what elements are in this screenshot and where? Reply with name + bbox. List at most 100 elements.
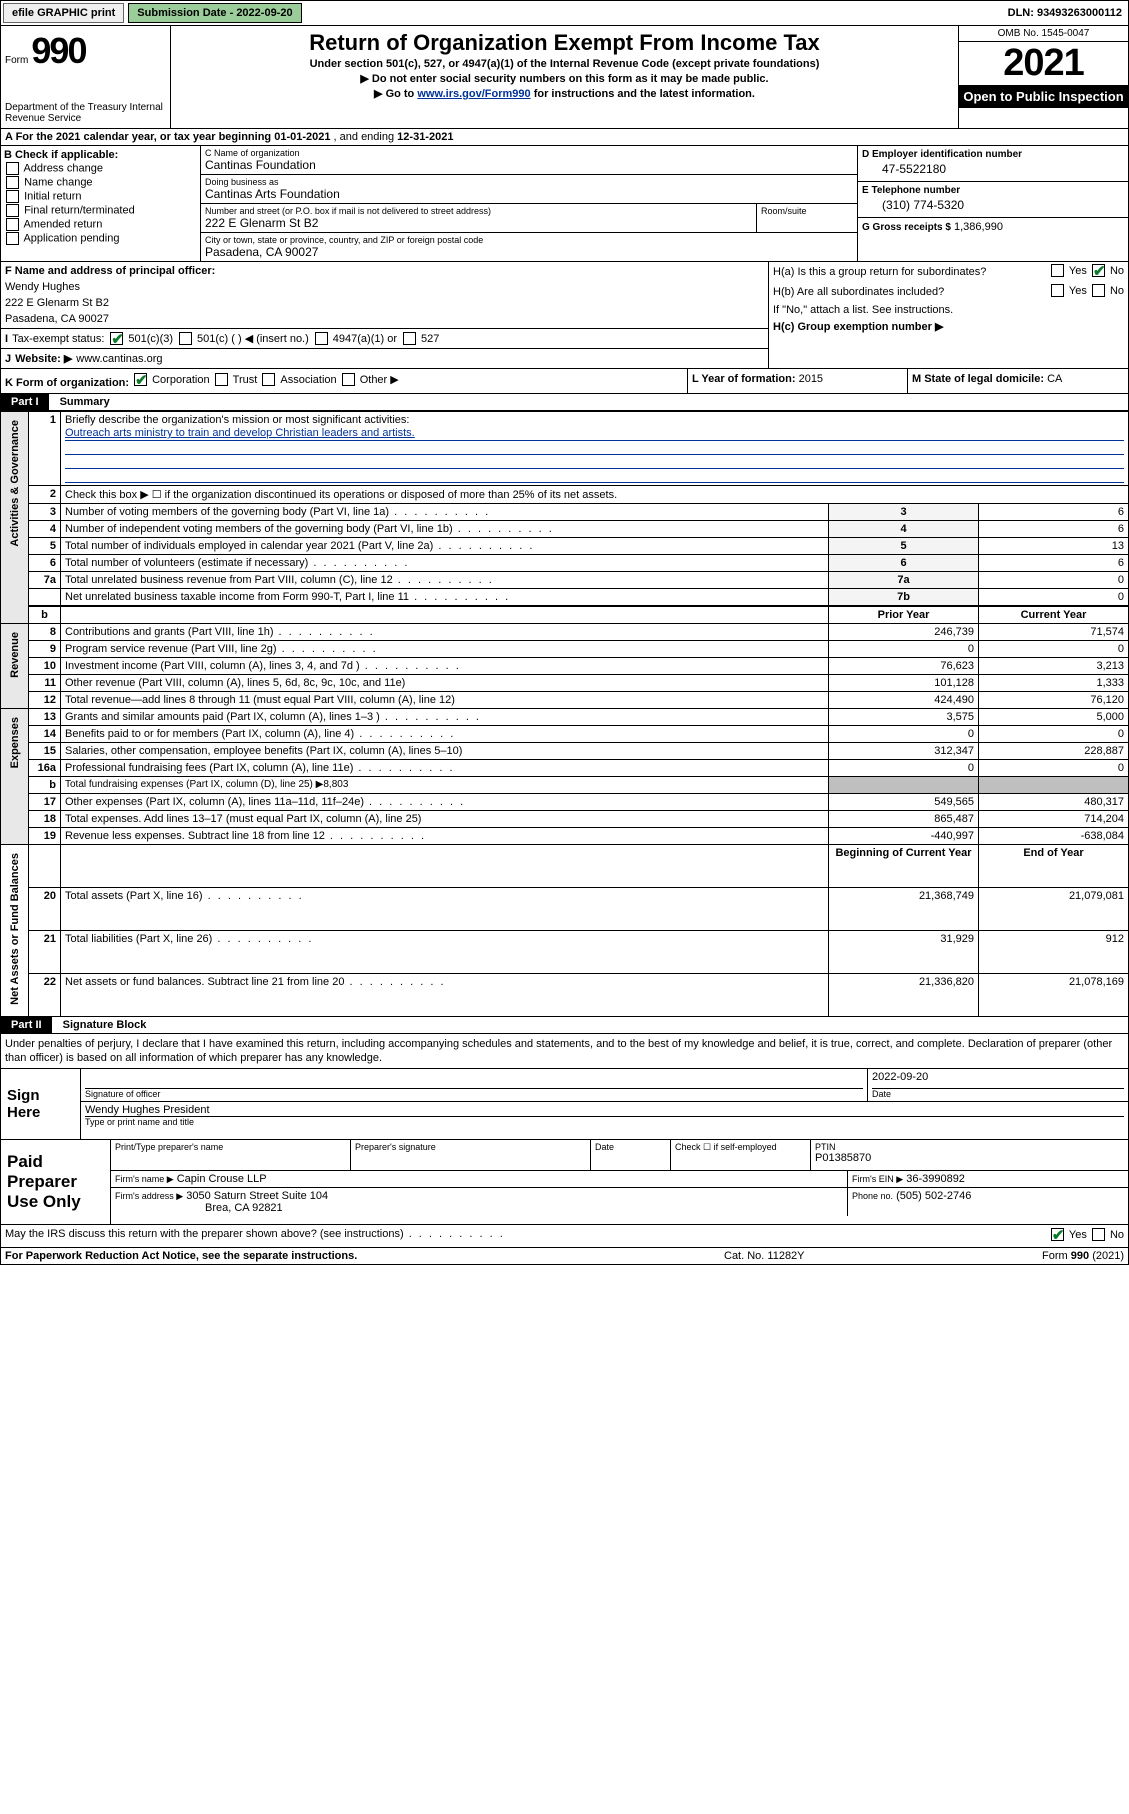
gross-receipts-label: G Gross receipts $	[862, 222, 951, 233]
net-row-desc: Total assets (Part X, line 16)	[61, 887, 829, 930]
chk-association[interactable]: Association	[260, 373, 336, 386]
firm-addr2: Brea, CA 92821	[205, 1202, 283, 1214]
room-label: Room/suite	[761, 206, 853, 216]
chk-initial-return[interactable]: Initial return	[4, 190, 197, 203]
firm-name-lbl: Firm's name ▶	[115, 1174, 174, 1184]
chk-corporation[interactable]: Corporation	[132, 373, 209, 386]
penalties-text: Under penalties of perjury, I declare th…	[1, 1034, 1128, 1069]
rev-prior: 246,739	[829, 624, 979, 641]
l-label: L Year of formation:	[692, 373, 796, 385]
tax-exempt-label: Tax-exempt status:	[12, 333, 104, 345]
city-value: Pasadena, CA 90027	[205, 245, 853, 259]
gov-row-val: 0	[979, 572, 1129, 589]
line-a-begin: 01-01-2021	[274, 131, 330, 143]
hdr-begin: Beginning of Current Year	[829, 845, 979, 888]
exp-row-desc: Professional fundraising fees (Part IX, …	[61, 760, 829, 777]
website-value: www.cantinas.org	[76, 353, 162, 365]
exp-row-desc: Grants and similar amounts paid (Part IX…	[61, 709, 829, 726]
prep-check-hdr: Check ☐ if self-employed	[675, 1142, 806, 1153]
sig-date-label: Date	[872, 1089, 1124, 1099]
gross-receipts-value: 1,386,990	[954, 221, 1003, 233]
discuss-yes[interactable]: Yes	[1049, 1228, 1087, 1241]
h-a-yes[interactable]: Yes	[1049, 264, 1087, 277]
officer-addr1: 222 E Glenarm St B2	[5, 297, 109, 309]
mission-blank-1	[65, 441, 1124, 455]
chk-final-return[interactable]: Final return/terminated	[4, 204, 197, 217]
irs-link[interactable]: www.irs.gov/Form990	[417, 88, 530, 100]
hdr-end: End of Year	[979, 845, 1129, 888]
phone-label: E Telephone number	[862, 185, 1124, 196]
org-name: Cantinas Foundation	[205, 158, 853, 172]
rev-row-desc: Investment income (Part VIII, column (A)…	[61, 658, 829, 675]
efile-print-button[interactable]: efile GRAPHIC print	[3, 3, 124, 23]
chk-527[interactable]: 527	[401, 332, 439, 345]
rev-row-desc: Other revenue (Part VIII, column (A), li…	[61, 675, 829, 692]
m-label: M State of legal domicile:	[912, 373, 1044, 385]
chk-address-change[interactable]: Address change	[4, 162, 197, 175]
firm-addr-lbl: Firm's address ▶	[115, 1191, 183, 1201]
row-klm: K Form of organization: Corporation Trus…	[0, 369, 1129, 394]
firm-name: Capin Crouse LLP	[177, 1173, 267, 1185]
website-label: Website: ▶	[15, 352, 72, 365]
exp-row-desc: Total fundraising expenses (Part IX, col…	[61, 777, 829, 794]
chk-trust[interactable]: Trust	[213, 373, 258, 386]
col-fij: F Name and address of principal officer:…	[1, 262, 768, 368]
h-a-no[interactable]: No	[1090, 264, 1124, 277]
mission-blank-2	[65, 455, 1124, 469]
h-b-no[interactable]: No	[1090, 284, 1124, 297]
officer-print-label: Type or print name and title	[85, 1117, 1124, 1127]
line-a-mid: , and ending	[334, 131, 398, 143]
box-de: D Employer identification number 47-5522…	[858, 146, 1128, 261]
chk-amended-return[interactable]: Amended return	[4, 218, 197, 231]
exp-row-desc: Benefits paid to or for members (Part IX…	[61, 726, 829, 743]
chk-name-change[interactable]: Name change	[4, 176, 197, 189]
officer-print-name: Wendy Hughes President	[85, 1104, 1124, 1117]
h-c-label: H(c) Group exemption number ▶	[773, 320, 943, 333]
city-label: City or town, state or province, country…	[205, 235, 853, 245]
chk-application-pending[interactable]: Application pending	[4, 232, 197, 245]
gov-row-val: 6	[979, 555, 1129, 572]
sig-officer-label: Signature of officer	[85, 1089, 863, 1099]
footer-mid: Cat. No. 11282Y	[724, 1250, 924, 1262]
h-b-yes[interactable]: Yes	[1049, 284, 1087, 297]
rev-row-desc: Total revenue—add lines 8 through 11 (mu…	[61, 692, 829, 709]
exp-row-desc: Revenue less expenses. Subtract line 18 …	[61, 828, 829, 845]
gov-row-val: 0	[979, 589, 1129, 607]
exp-row-desc: Salaries, other compensation, employee b…	[61, 743, 829, 760]
omb-number: OMB No. 1545-0047	[959, 26, 1128, 42]
summary-table: Activities & Governance 1 Briefly descri…	[0, 411, 1129, 1017]
prep-ptin-hdr: PTIN	[815, 1142, 1124, 1152]
h-b-label: H(b) Are all subordinates included?	[773, 286, 944, 298]
phone-value: (310) 774-5320	[862, 196, 1124, 214]
officer-addr2: Pasadena, CA 90027	[5, 313, 109, 325]
discuss-no[interactable]: No	[1090, 1228, 1124, 1241]
h-b-note: If "No," attach a list. See instructions…	[773, 304, 953, 316]
box-c: C Name of organization Cantinas Foundati…	[201, 146, 858, 261]
gov-row-val: 6	[979, 504, 1129, 521]
box-h: H(a) Is this a group return for subordin…	[768, 262, 1128, 368]
top-bar: efile GRAPHIC print Submission Date - 20…	[0, 0, 1129, 26]
chk-4947[interactable]: 4947(a)(1) or	[313, 332, 397, 345]
part1-bar: Part I Summary	[0, 394, 1129, 411]
gov-row-desc: Total unrelated business revenue from Pa…	[61, 572, 829, 589]
firm-ein-lbl: Firm's EIN ▶	[852, 1174, 903, 1184]
mission-text: Outreach arts ministry to train and deve…	[65, 426, 1124, 441]
gov-row-desc: Total number of individuals employed in …	[61, 538, 829, 555]
mission-label: Briefly describe the organization's miss…	[65, 414, 409, 426]
form-word: Form	[5, 55, 28, 66]
exp-row-desc: Other expenses (Part IX, column (A), lin…	[61, 794, 829, 811]
box-b: B Check if applicable: Address change Na…	[1, 146, 201, 261]
paid-preparer-label: Paid Preparer Use Only	[1, 1140, 111, 1224]
chk-501c3[interactable]: 501(c)(3)	[108, 332, 173, 345]
gov-row-val: 13	[979, 538, 1129, 555]
line-a-end: 12-31-2021	[397, 131, 453, 143]
chk-other[interactable]: Other ▶	[340, 373, 399, 386]
addr-value: 222 E Glenarm St B2	[205, 216, 752, 230]
dln-label: DLN: 93493263000112	[1008, 7, 1128, 19]
part2-title: Signature Block	[55, 1017, 155, 1033]
prep-name-hdr: Print/Type preparer's name	[115, 1142, 346, 1152]
chk-501c[interactable]: 501(c) ( ) ◀ (insert no.)	[177, 332, 309, 345]
subtitle-2: ▶ Do not enter social security numbers o…	[177, 72, 952, 85]
ptin-value: P01385870	[815, 1152, 1124, 1164]
sig-date: 2022-09-20	[872, 1071, 1124, 1089]
